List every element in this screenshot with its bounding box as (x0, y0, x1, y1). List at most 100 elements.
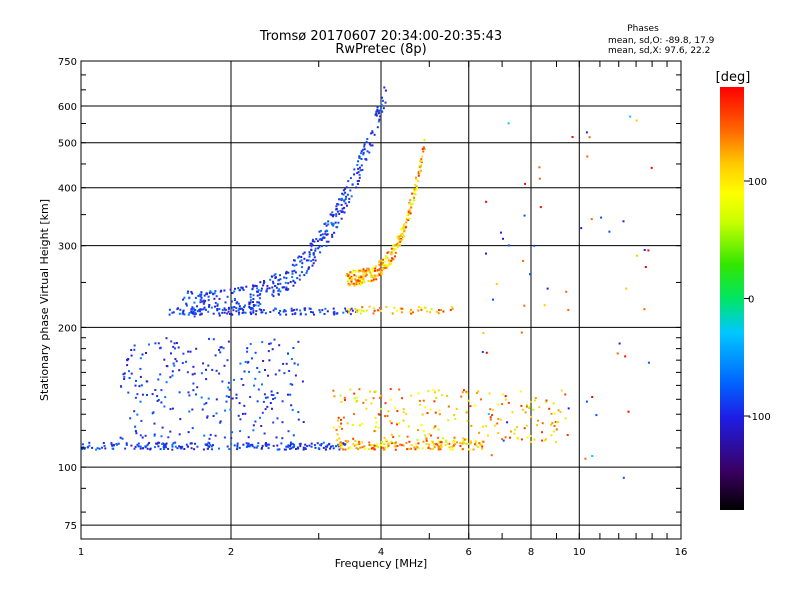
data-point (293, 445, 296, 448)
data-point (386, 415, 389, 417)
data-point (374, 113, 377, 116)
data-point (152, 411, 155, 414)
data-point (193, 313, 196, 315)
data-point (291, 442, 294, 445)
data-point (134, 425, 137, 428)
data-point (254, 420, 257, 423)
data-point (391, 252, 394, 255)
data-point (173, 364, 176, 367)
data-point (333, 313, 336, 316)
data-point (400, 238, 403, 240)
data-point (500, 231, 502, 234)
data-point (266, 284, 269, 287)
data-point (487, 413, 490, 416)
data-point (310, 311, 312, 313)
data-point (466, 392, 469, 395)
data-point (294, 281, 297, 284)
data-point (481, 351, 484, 353)
data-point (361, 422, 364, 425)
data-point (153, 433, 156, 436)
data-point (294, 374, 297, 377)
data-point (160, 401, 163, 404)
data-point (256, 287, 259, 290)
data-point (252, 298, 255, 300)
y-tick-label: 500 (58, 139, 77, 150)
data-point (336, 226, 339, 229)
data-point (235, 393, 238, 396)
data-point (591, 455, 594, 457)
data-point (269, 278, 272, 281)
data-point (229, 313, 231, 315)
data-point (532, 408, 535, 411)
data-point (514, 428, 516, 431)
data-point (199, 301, 202, 304)
data-point (195, 347, 198, 350)
data-point (219, 351, 222, 354)
data-point (529, 273, 531, 276)
data-point (362, 280, 364, 283)
data-point (337, 203, 340, 206)
data-point (310, 445, 313, 448)
data-point (434, 391, 436, 394)
data-point (157, 445, 160, 448)
data-point (279, 290, 282, 293)
data-point (370, 444, 373, 447)
data-point (339, 198, 342, 201)
data-point (344, 448, 347, 451)
data-point (256, 290, 258, 293)
data-point (487, 434, 489, 437)
data-point (136, 413, 139, 416)
data-point (308, 444, 311, 447)
data-point (161, 443, 164, 445)
data-point (399, 235, 402, 237)
data-point (275, 286, 278, 289)
data-point (387, 444, 390, 447)
data-point (321, 237, 324, 240)
data-point (622, 476, 625, 479)
data-point (447, 442, 450, 445)
data-point (368, 441, 371, 444)
data-point (375, 112, 378, 115)
data-point (493, 424, 496, 427)
data-point (237, 414, 240, 417)
data-point (214, 301, 217, 304)
data-point (335, 213, 338, 216)
data-point (392, 436, 395, 439)
data-point (406, 217, 409, 220)
data-point (293, 259, 296, 262)
data-point (389, 398, 392, 401)
data-point (319, 229, 322, 232)
data-point (451, 441, 454, 444)
data-point (537, 419, 539, 422)
data-point (374, 269, 376, 272)
data-point (205, 368, 207, 371)
data-point (343, 206, 346, 209)
data-point (428, 433, 431, 436)
data-point (145, 380, 148, 383)
data-point (156, 400, 159, 402)
data-point (324, 232, 327, 235)
data-point (364, 275, 367, 278)
data-point (271, 286, 274, 289)
data-point (207, 441, 210, 444)
data-point (417, 174, 420, 177)
data-point (507, 244, 510, 247)
data-point (278, 344, 281, 347)
data-point (253, 446, 256, 449)
data-point (278, 288, 281, 291)
data-point (390, 253, 392, 256)
data-point (376, 269, 379, 272)
x-tick-label: 4 (378, 547, 384, 558)
data-point (552, 402, 555, 405)
data-point (383, 448, 386, 451)
data-point (136, 443, 139, 446)
data-point (328, 443, 331, 446)
data-point (235, 397, 238, 400)
data-point (271, 348, 274, 351)
data-point (346, 193, 349, 196)
data-point (358, 282, 361, 285)
data-point (252, 304, 255, 306)
data-point (636, 254, 639, 257)
data-point (203, 434, 206, 437)
data-point (202, 299, 205, 302)
